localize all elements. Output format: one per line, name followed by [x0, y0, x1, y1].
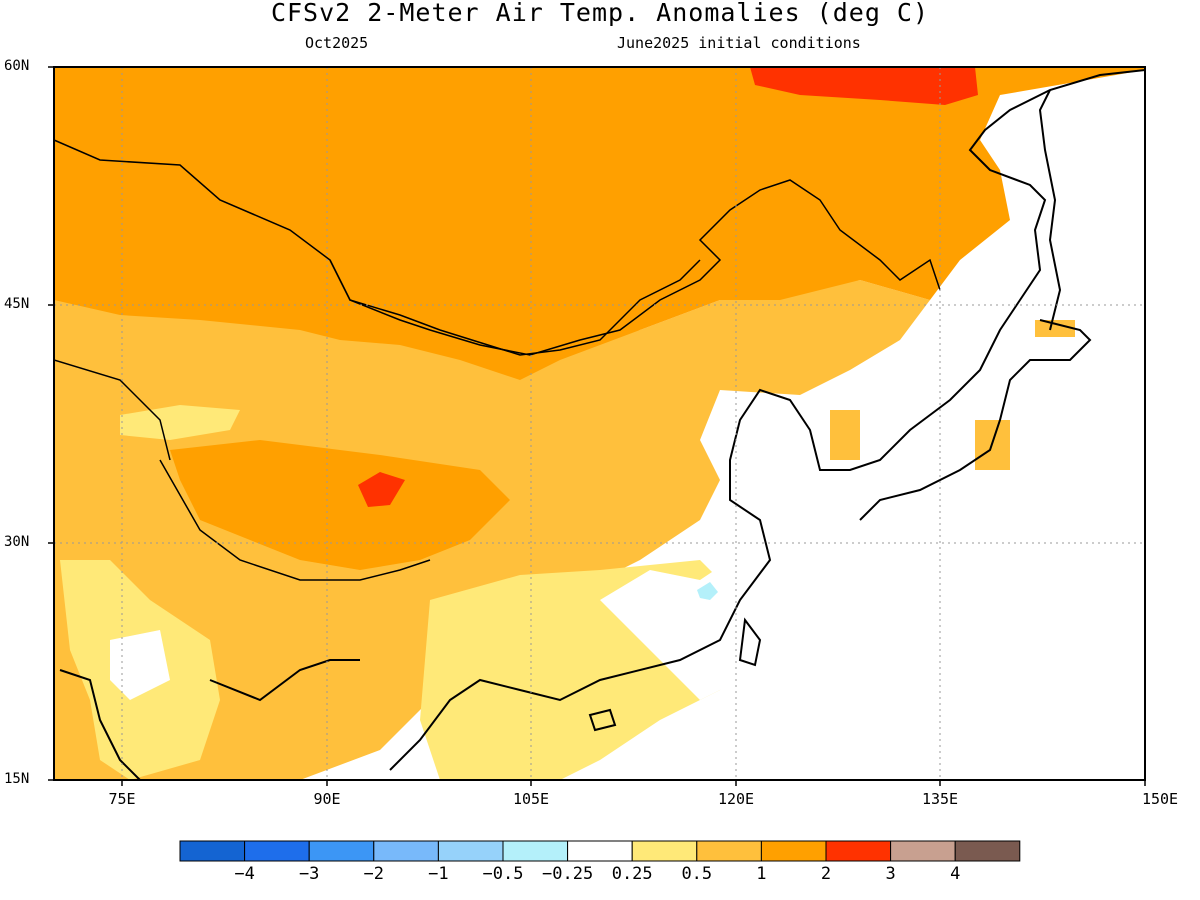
lat-label-30n: 30N — [4, 534, 30, 550]
lon-label-90e: 90E — [313, 790, 341, 808]
border-mongolia — [329, 259, 701, 356]
axis-ticks — [48, 66, 1146, 786]
lat-label-15n: 15N — [4, 771, 30, 787]
colorbar-box-7 — [631, 840, 698, 862]
border-russia-china-mongolia — [54, 139, 941, 356]
colorbar-box-1 — [244, 840, 310, 862]
colorbar-tick-label: 1 — [756, 864, 767, 884]
lon-label-135e: 135E — [921, 790, 959, 808]
coastlines — [59, 69, 1145, 780]
colorbar-tick-label: 0.5 — [681, 864, 713, 884]
initial-conditions-label: June2025 initial conditions — [617, 34, 861, 52]
lat-label-60n: 60N — [4, 58, 30, 74]
lat-label-45n: 45N — [4, 296, 30, 312]
chart-title: CFSv2 2-Meter Air Temp. Anomalies (deg C… — [270, 0, 930, 27]
colorbar-tick-label: −4 — [234, 864, 255, 884]
colorbar-box-8 — [696, 840, 762, 862]
anomaly-region-cold-spot — [697, 582, 718, 600]
colorbar-box-9 — [760, 840, 827, 862]
anomaly-patch-hokkaido — [1035, 320, 1075, 337]
anomaly-region-2-3-siberia — [750, 67, 978, 105]
coastline-sakhalin — [1038, 89, 1062, 331]
colorbar-tick-label: 3 — [885, 864, 896, 884]
colorbar-box-5 — [502, 840, 569, 862]
lon-label-150e: 150E — [1141, 790, 1179, 808]
anomaly-shading — [54, 67, 1145, 780]
coastline-mainland — [389, 69, 1145, 771]
colorbar-tick-label: −0.25 — [542, 864, 594, 884]
lon-label-75e: 75E — [108, 790, 136, 808]
anomaly-region-1-2-tibet — [170, 440, 510, 570]
colorbar-box-6 — [567, 840, 633, 862]
colorbar-box-10 — [825, 840, 892, 862]
colorbar-box-0 — [179, 840, 246, 862]
anomaly-region-2-3-tibet — [358, 472, 405, 507]
colorbar-tick-label: −1 — [428, 864, 449, 884]
gridlines — [54, 67, 1145, 780]
colorbar-box-4 — [437, 840, 504, 862]
colorbar-tick-label: 0.25 — [611, 864, 653, 884]
colorbar-box-3 — [373, 840, 439, 862]
anomaly-region-0p25-0p5-tarim — [120, 405, 240, 440]
anomaly-region-near-normal-coast — [600, 560, 780, 700]
colorbar-tick-label: −3 — [298, 864, 320, 884]
anomaly-patch-korea — [830, 410, 860, 460]
border-central-asia — [54, 359, 171, 461]
colorbar-box-2 — [308, 840, 375, 862]
coastline-taiwan — [738, 617, 762, 667]
colorbar-box-12 — [954, 840, 1021, 862]
colorbar-tick-label: 2 — [820, 864, 832, 884]
coastline-india-west — [59, 669, 141, 780]
lon-label-105e: 105E — [512, 790, 550, 808]
anomaly-region-near-normal-india — [110, 630, 170, 700]
colorbar-box-11 — [890, 840, 956, 862]
colorbar — [179, 840, 1021, 862]
colorbar-tick-label: −0.5 — [482, 864, 524, 884]
lon-label-120e: 120E — [717, 790, 755, 808]
valid-month-label: Oct2025 — [305, 34, 369, 52]
colorbar-tick-label: 4 — [950, 864, 961, 884]
anomaly-region-0p5-1 — [54, 265, 930, 780]
coastline-japan — [859, 319, 1092, 521]
border-himalaya — [159, 459, 431, 581]
coastline-bay-of-bengal — [209, 659, 360, 702]
borders — [54, 139, 941, 581]
coastline-hainan — [588, 708, 617, 732]
map-frame — [53, 66, 1146, 781]
colorbar-tick-label: −2 — [363, 864, 385, 884]
